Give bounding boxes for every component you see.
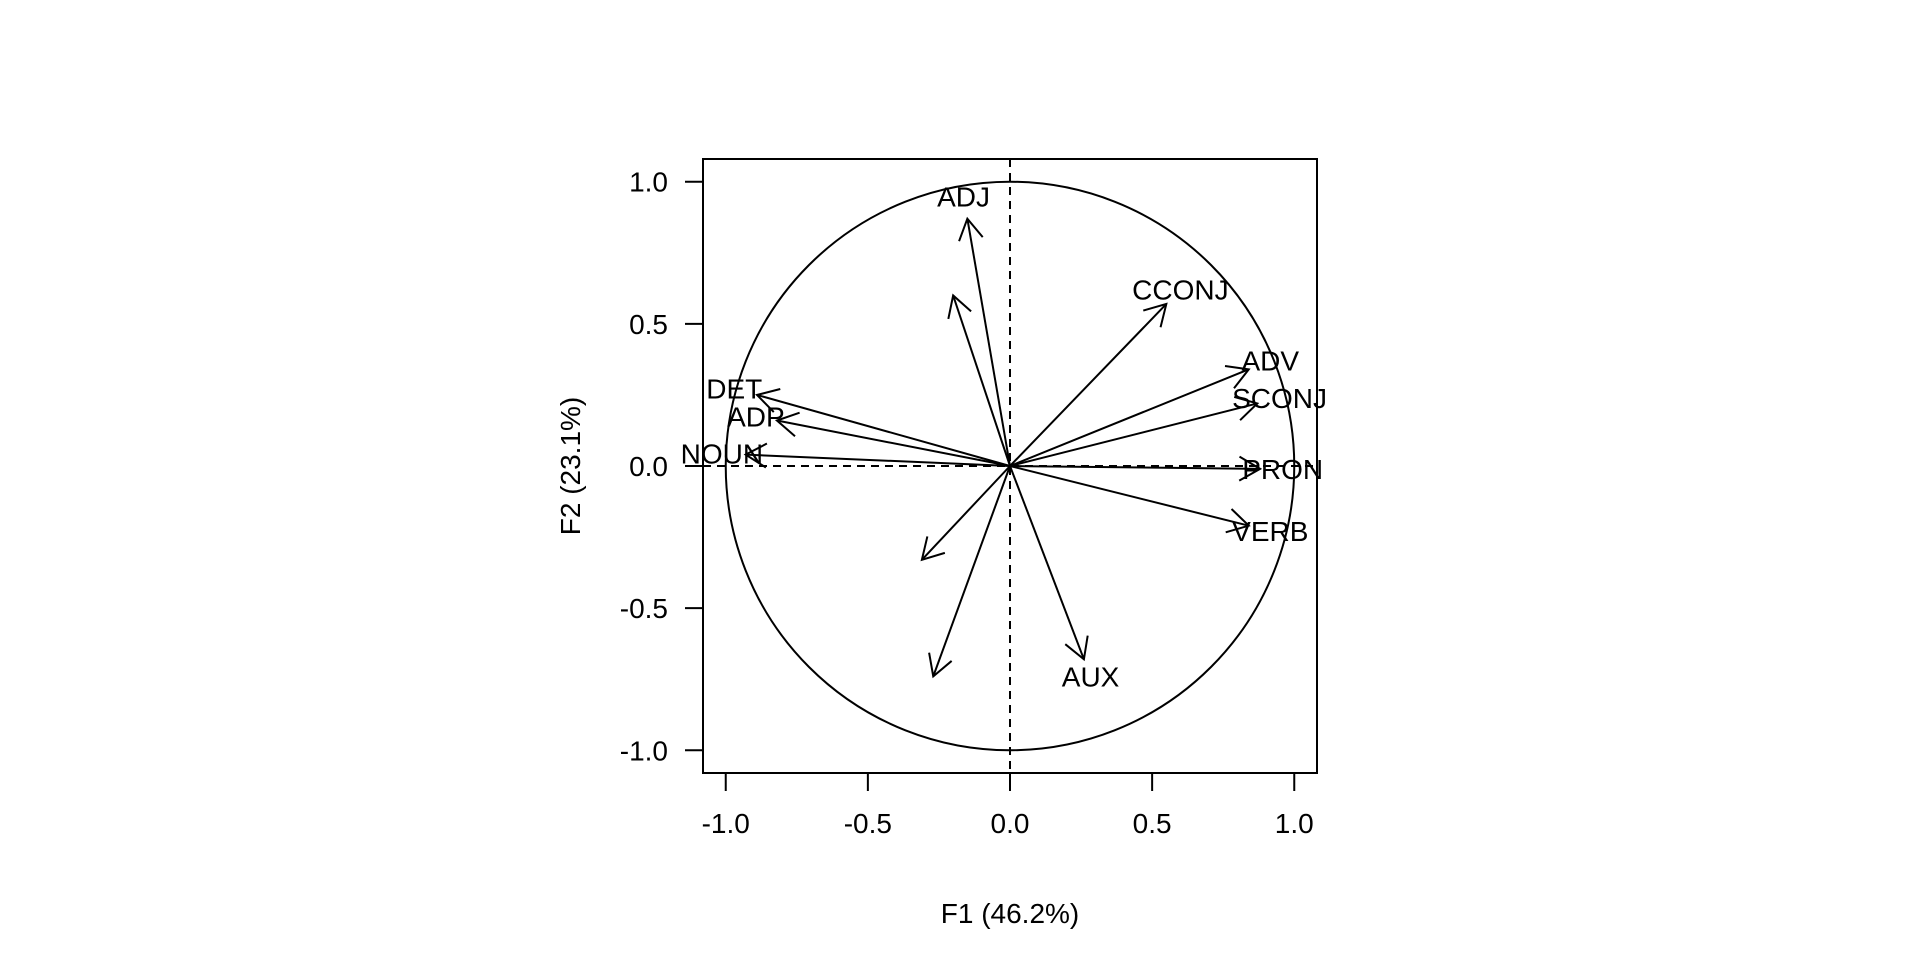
vector-adj: ADJ (937, 181, 1011, 467)
y-tick-label: 1.0 (629, 167, 668, 198)
vector-line (745, 453, 1011, 467)
vector-line (1009, 465, 1261, 470)
vector-unlabeled (920, 465, 1011, 562)
y-axis-title: F2 (23.1%) (555, 397, 586, 536)
vector-line (1009, 465, 1250, 527)
vector-line (1009, 402, 1258, 467)
arrowhead (743, 442, 768, 469)
arrowhead (1233, 395, 1260, 421)
vector-line (952, 295, 1011, 467)
vector-label: SCONJ (1232, 383, 1327, 414)
vector-label: ADP (727, 401, 785, 432)
y-axis: -1.0 -0.5 0.0 0.5 1.0 (620, 167, 704, 766)
vector-label: ADJ (937, 181, 990, 212)
vector-line (776, 419, 1011, 467)
vector-label: VERB (1232, 516, 1308, 547)
x-tick-label: -1.0 (702, 808, 750, 839)
vector-line (921, 465, 1011, 561)
arrowhead (1224, 365, 1251, 389)
arrowhead (755, 388, 781, 413)
y-tick-label: 0.0 (629, 451, 668, 482)
x-axis: -1.0 -0.5 0.0 0.5 1.0 (702, 772, 1314, 839)
vector-verb: VERB (1009, 465, 1308, 547)
arrowhead (947, 293, 972, 320)
reference-lines (703, 159, 1317, 773)
vector-unlabeled (947, 293, 1011, 467)
vector-cconj: CCONJ (1009, 274, 1229, 467)
x-tick-label: 0.5 (1133, 808, 1172, 839)
vector-line (932, 465, 1011, 677)
y-tick-label: -1.0 (620, 735, 668, 766)
vector-label: CCONJ (1132, 274, 1228, 305)
vector-label: ADV (1241, 346, 1299, 377)
vector-label: AUX (1062, 662, 1120, 693)
arrowhead (1238, 455, 1263, 482)
vector-label: PRON (1242, 454, 1323, 485)
arrowhead (1225, 508, 1251, 534)
vector-line (966, 218, 1011, 467)
y-tick-label: -0.5 (620, 593, 668, 624)
vector-sconj: SCONJ (1009, 383, 1327, 467)
unit-circle (724, 180, 1296, 752)
x-tick-label: 0.0 (991, 808, 1030, 839)
x-axis-title: F1 (46.2%) (941, 898, 1080, 929)
vector-noun: NOUN (681, 439, 1011, 470)
vector-unlabeled (928, 465, 1011, 679)
arrowhead (1142, 302, 1168, 328)
vector-line (1009, 303, 1168, 467)
vector-line (1009, 465, 1085, 660)
vector-label: DET (706, 374, 762, 405)
y-tick-label: 0.5 (629, 309, 668, 340)
arrowhead (774, 411, 800, 438)
arrowhead (928, 652, 953, 679)
vector-line (1009, 368, 1250, 467)
vector-adv: ADV (1009, 346, 1299, 467)
vector-line (756, 393, 1011, 467)
arrowhead (920, 536, 946, 562)
unit-circle-layer (724, 180, 1296, 752)
vector-aux: AUX (1009, 465, 1120, 693)
arrowhead (958, 216, 984, 242)
arrowhead (1064, 635, 1089, 662)
vector-label: NOUN (681, 439, 763, 470)
vector-det: DET (706, 374, 1011, 467)
x-tick-label: 1.0 (1275, 808, 1314, 839)
vector-pron: PRON (1009, 454, 1323, 485)
vector-adp: ADP (727, 401, 1011, 467)
x-tick-label: -0.5 (844, 808, 892, 839)
